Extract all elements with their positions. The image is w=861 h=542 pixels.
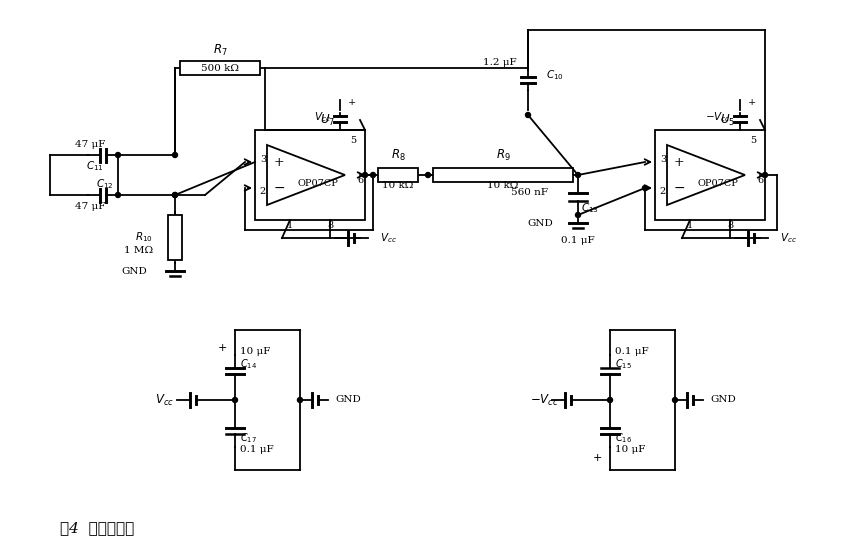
Text: $C_{11}$: $C_{11}$ bbox=[86, 159, 104, 173]
Text: GND: GND bbox=[709, 396, 735, 404]
Text: 1.2 μF: 1.2 μF bbox=[482, 57, 516, 67]
Text: $R_7$: $R_7$ bbox=[213, 42, 227, 57]
Circle shape bbox=[762, 172, 766, 177]
Text: 8: 8 bbox=[726, 221, 732, 229]
Bar bbox=[378, 168, 418, 182]
Text: $U_7$: $U_7$ bbox=[320, 112, 335, 127]
Text: 3: 3 bbox=[259, 154, 266, 164]
Text: 8: 8 bbox=[326, 221, 332, 229]
Text: $R_{10}$: $R_{10}$ bbox=[135, 230, 152, 244]
Bar bbox=[168, 215, 182, 260]
Circle shape bbox=[607, 397, 612, 403]
Text: $R_8$: $R_8$ bbox=[390, 147, 405, 163]
Text: 500 kΩ: 500 kΩ bbox=[201, 63, 238, 73]
Text: 0.1 μF: 0.1 μF bbox=[614, 347, 647, 357]
Circle shape bbox=[575, 212, 579, 217]
Bar bbox=[654, 130, 764, 220]
Text: 10 μF: 10 μF bbox=[614, 446, 645, 455]
Text: 0.1 μF: 0.1 μF bbox=[561, 236, 594, 244]
Text: +: + bbox=[217, 343, 226, 353]
Text: 1 MΩ: 1 MΩ bbox=[124, 246, 152, 255]
Text: 图4  带通滤波器: 图4 带通滤波器 bbox=[60, 521, 134, 535]
Circle shape bbox=[172, 152, 177, 158]
Text: 560 nF: 560 nF bbox=[511, 188, 548, 197]
Circle shape bbox=[297, 397, 302, 403]
Text: +: + bbox=[673, 156, 684, 169]
Text: OP07CP: OP07CP bbox=[297, 178, 338, 188]
Circle shape bbox=[641, 185, 647, 190]
Circle shape bbox=[370, 172, 375, 177]
Text: $V_{cc}$: $V_{cc}$ bbox=[779, 231, 796, 245]
Text: 1: 1 bbox=[686, 221, 692, 229]
Text: $V_{cc}$: $V_{cc}$ bbox=[313, 110, 330, 124]
Circle shape bbox=[425, 172, 430, 177]
Text: $C_{10}$: $C_{10}$ bbox=[545, 68, 563, 82]
Text: $R_9$: $R_9$ bbox=[495, 147, 510, 163]
Circle shape bbox=[362, 172, 367, 177]
Text: $C_{12}$: $C_{12}$ bbox=[96, 177, 114, 191]
Text: −: − bbox=[273, 181, 284, 195]
Text: 0.1 μF: 0.1 μF bbox=[239, 446, 273, 455]
Text: $V_{cc}$: $V_{cc}$ bbox=[155, 392, 174, 408]
Text: 47 μF: 47 μF bbox=[75, 202, 105, 210]
Text: $V_{cc}$: $V_{cc}$ bbox=[380, 231, 397, 245]
Circle shape bbox=[672, 397, 677, 403]
Text: 5: 5 bbox=[350, 136, 356, 145]
Text: $C_{15}$: $C_{15}$ bbox=[614, 357, 631, 371]
Text: +: + bbox=[348, 98, 356, 106]
Circle shape bbox=[525, 113, 530, 118]
Text: $C_{13}$: $C_{13}$ bbox=[580, 201, 598, 215]
Text: 10 μF: 10 μF bbox=[239, 347, 270, 357]
Circle shape bbox=[232, 397, 238, 403]
Bar bbox=[255, 130, 364, 220]
Text: 10 kΩ: 10 kΩ bbox=[382, 180, 413, 190]
Text: 2: 2 bbox=[660, 186, 666, 196]
Bar bbox=[180, 61, 260, 75]
Text: 6: 6 bbox=[756, 176, 762, 184]
Circle shape bbox=[115, 152, 121, 158]
Text: $C_{17}$: $C_{17}$ bbox=[239, 431, 257, 445]
Bar bbox=[432, 168, 573, 182]
Text: $U_5$: $U_5$ bbox=[720, 112, 734, 127]
Text: 2: 2 bbox=[259, 186, 266, 196]
Circle shape bbox=[172, 192, 177, 197]
Text: −: − bbox=[672, 181, 684, 195]
Text: GND: GND bbox=[335, 396, 361, 404]
Text: GND: GND bbox=[527, 218, 553, 228]
Circle shape bbox=[575, 172, 579, 177]
Text: $-V_{cc}$: $-V_{cc}$ bbox=[704, 110, 730, 124]
Text: 3: 3 bbox=[660, 154, 666, 164]
Circle shape bbox=[115, 192, 121, 197]
Text: $-V_{cc}$: $-V_{cc}$ bbox=[530, 392, 558, 408]
Text: +: + bbox=[274, 156, 284, 169]
Text: 1: 1 bbox=[287, 221, 293, 229]
Text: 6: 6 bbox=[356, 176, 362, 184]
Text: 10 kΩ: 10 kΩ bbox=[486, 180, 518, 190]
Text: 5: 5 bbox=[749, 136, 755, 145]
Text: $C_{16}$: $C_{16}$ bbox=[614, 431, 631, 445]
Text: OP07CP: OP07CP bbox=[697, 178, 738, 188]
Text: +: + bbox=[747, 98, 755, 106]
Text: +: + bbox=[592, 453, 601, 463]
Circle shape bbox=[172, 192, 177, 197]
Text: 47 μF: 47 μF bbox=[75, 139, 105, 149]
Text: $C_{14}$: $C_{14}$ bbox=[239, 357, 257, 371]
Text: GND: GND bbox=[121, 267, 147, 275]
